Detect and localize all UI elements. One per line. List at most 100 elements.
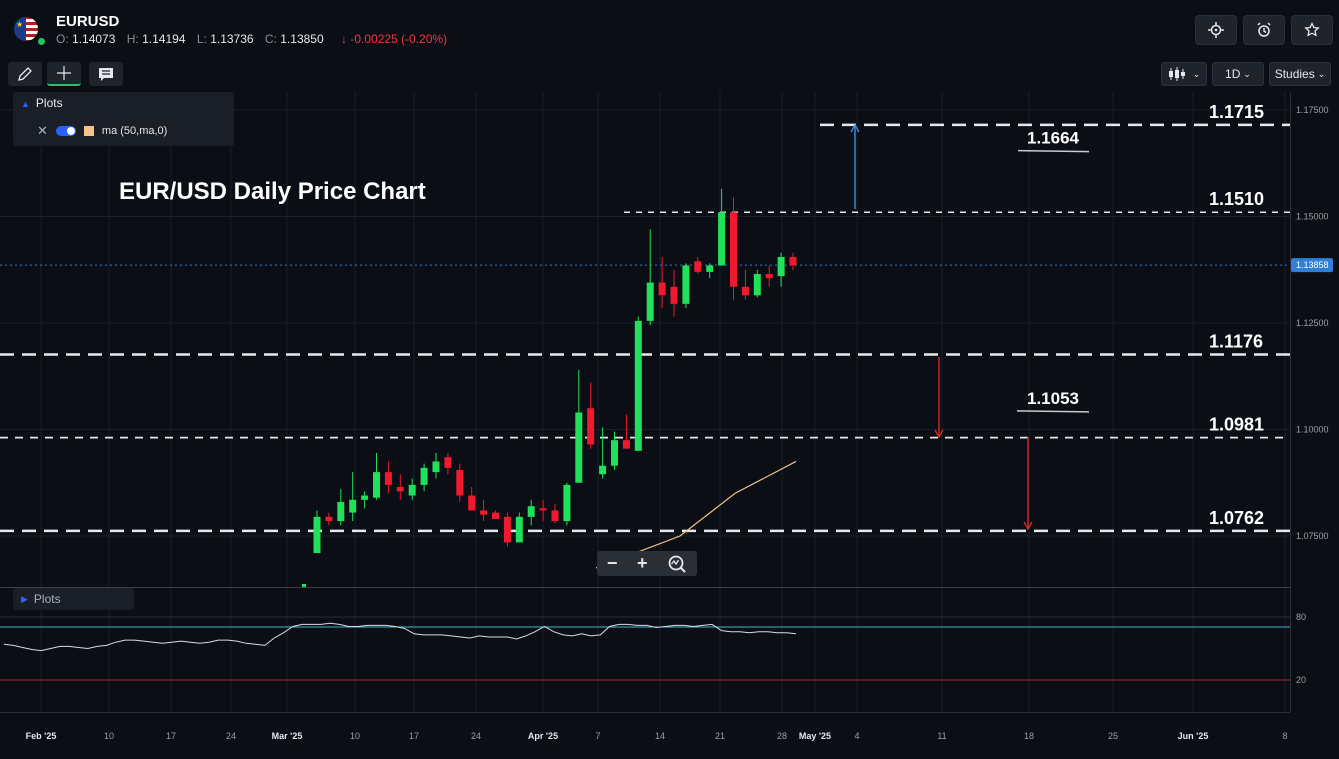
open-label: O: (56, 32, 69, 46)
candle-body (349, 499, 357, 513)
candle-body (694, 261, 702, 272)
projection-arrows (850, 123, 1033, 531)
time-tick-label: Jun '25 (1178, 731, 1209, 741)
target-label: 1.1664 (1027, 129, 1080, 148)
close-value: 1.13850 (280, 32, 324, 46)
oscillator-tick-label: 80 (1296, 612, 1306, 622)
time-tick-label: Apr '25 (528, 731, 558, 741)
target-label: 1.1053 (1027, 389, 1079, 408)
oscillator-plots-title: Plots (33, 592, 61, 606)
candle-body (622, 440, 630, 449)
plot-item-label: ma (50,ma,0) (101, 125, 168, 137)
close-label: C: (264, 32, 277, 46)
candle-body (730, 212, 737, 287)
alarm-button[interactable] (1243, 15, 1285, 45)
oscillator-tick-label: 20 (1296, 675, 1306, 685)
high-label: H: (126, 32, 139, 46)
candle-body (527, 506, 535, 517)
up-arrow-head (850, 123, 860, 133)
time-axis[interactable]: Feb '25 10 17 24 Mar '25 10 17 24 Apr '25 7 14 21 28… (0, 712, 1290, 742)
candle-body (658, 282, 666, 296)
candle-body (337, 501, 345, 522)
comment-tool-button[interactable] (89, 62, 123, 86)
time-tick-label: 11 (937, 731, 946, 741)
level-label: 1.1715 (1209, 102, 1264, 122)
time-tick-label: Feb '25 (26, 731, 57, 741)
favorite-button[interactable] (1291, 15, 1333, 45)
star-icon (1304, 22, 1320, 37)
candle-body (313, 516, 321, 554)
chevron-down-icon: ⌄ (1192, 68, 1201, 79)
plots-panel-title: Plots (35, 96, 63, 110)
plot-visibility-toggle[interactable] (55, 126, 76, 136)
candle-body (551, 510, 559, 522)
time-tick-label: 7 (595, 731, 600, 741)
interval-select[interactable]: 1D ⌄ (1212, 62, 1264, 86)
candle-body (325, 516, 333, 522)
price-tick-label: 1.10000 (1296, 425, 1329, 435)
candle-body (444, 457, 452, 468)
crosshair-icon (57, 66, 71, 80)
candle-body (432, 461, 440, 473)
target-underline (1017, 149, 1090, 153)
candle-body (634, 320, 642, 451)
crosshair-tool-button[interactable] (47, 62, 81, 86)
time-tick-label: 28 (777, 731, 787, 741)
candle-body (753, 274, 761, 296)
close-icon[interactable]: ✕ (37, 123, 48, 138)
price-axis[interactable]: 1.17500 1.15000 1.12500 1.10000 1.07500 1.138… (1291, 105, 1333, 541)
candle-body (420, 467, 428, 485)
price-tick-label: 1.12500 (1296, 318, 1329, 328)
zoom-reset-icon[interactable] (667, 554, 687, 574)
time-tick-label: May '25 (799, 731, 831, 741)
grid (0, 92, 1291, 712)
alarm-clock-icon (1257, 22, 1271, 37)
candle-body (575, 412, 583, 483)
candle-body (587, 408, 595, 445)
level-label: 1.0981 (1209, 415, 1264, 435)
candle-body (718, 212, 726, 266)
candle-body (789, 256, 797, 266)
draw-tool-button[interactable] (8, 62, 42, 86)
candle-body (611, 440, 618, 466)
target-underline (1016, 410, 1090, 413)
chart-title: EUR/USD Daily Price Chart (119, 178, 426, 205)
zoom-in-button[interactable]: + (637, 553, 648, 573)
eu-us-flag-icon: ★ (14, 17, 38, 41)
candlesticks (302, 188, 797, 587)
open-value: 1.14073 (72, 32, 116, 46)
level-label: 1.0762 (1209, 508, 1264, 528)
interval-value: 1D (1225, 67, 1241, 81)
oscillator-line (3, 622, 797, 652)
plot-color-swatch[interactable] (83, 126, 94, 136)
zoom-out-button[interactable]: − (606, 553, 618, 573)
plots-panel: ▲ Plots ✕ ma (50,ma,0) (13, 92, 234, 146)
candle-body (682, 265, 690, 304)
time-tick-label: 17 (409, 731, 419, 741)
time-tick-label: 10 (104, 731, 114, 741)
change-value: ↓ -0.00225 (-0.20%) (341, 32, 447, 46)
studies-label: Studies (1274, 67, 1315, 81)
ohlc-readout: O: 1.14073 H: 1.14194 L: 1.13736 C: 1.13… (56, 32, 447, 46)
time-tick-label: 4 (854, 731, 859, 741)
symbol-name[interactable]: EURUSD (56, 13, 120, 30)
price-tick-label: 1.07500 (1296, 531, 1329, 541)
candle-body (539, 508, 547, 511)
plots-panel-header[interactable]: ▲ Plots (21, 96, 63, 110)
studies-button[interactable]: Studies ⌄ (1269, 62, 1331, 86)
time-tick-label: 18 (1024, 731, 1034, 741)
candle-body (765, 274, 773, 279)
time-tick-label: 14 (655, 731, 665, 741)
candle-body (456, 469, 464, 496)
down-arrow-1-head (934, 429, 944, 439)
high-value: 1.14194 (142, 32, 186, 46)
candle-body (741, 286, 749, 296)
crosshair-target-button[interactable] (1195, 15, 1237, 45)
oscillator-plots-panel[interactable]: ▶ Plots (13, 588, 134, 610)
zoom-controls: − + (597, 551, 697, 576)
candle-body (384, 472, 392, 485)
candle-body (706, 265, 714, 272)
chart-type-button[interactable]: ⌄ (1161, 62, 1207, 86)
chevron-down-icon: ⌄ (1317, 68, 1326, 79)
